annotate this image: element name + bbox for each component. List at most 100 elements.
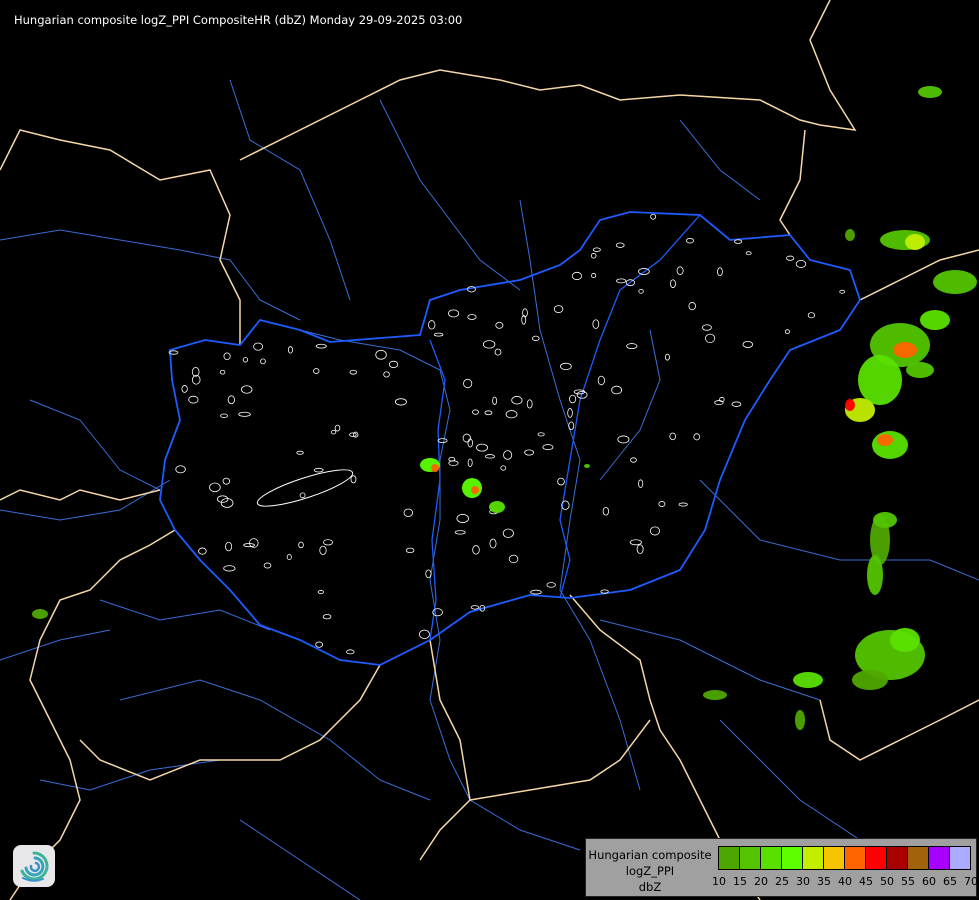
legend-color-cell: [950, 847, 970, 869]
river: [599, 329, 661, 481]
settlement-contour: [494, 348, 502, 356]
settlement-contour: [313, 368, 320, 374]
settlement-contour: [537, 432, 545, 437]
legend-color-cell: [908, 847, 929, 869]
settlement-contour: [299, 492, 306, 499]
settlement-contour: [298, 541, 304, 549]
settlement-contour: [484, 410, 493, 416]
settlement-contour: [242, 357, 249, 363]
settlement-contour: [508, 554, 519, 564]
radar-echo: [873, 512, 897, 528]
settlement-contour: [181, 385, 188, 393]
settlement-contour: [602, 506, 610, 516]
settlement-contour: [638, 479, 644, 488]
settlement-contour: [568, 421, 575, 431]
radar-echo: [893, 342, 917, 358]
country-border: [0, 129, 241, 345]
settlement-contour: [532, 335, 540, 341]
settlement-contour: [489, 538, 497, 549]
settlement-contour: [209, 482, 221, 493]
settlement-contour: [546, 582, 556, 588]
settlement-contour: [734, 239, 743, 244]
settlement-contour: [615, 242, 625, 248]
radar-echo: [867, 555, 883, 595]
settlement-contour: [476, 443, 489, 452]
river: [0, 629, 111, 661]
settlement-contour: [542, 444, 554, 451]
settlement-contour: [571, 271, 583, 280]
river: [239, 819, 361, 900]
settlement-contour: [567, 408, 573, 418]
radar-echo: [32, 609, 48, 619]
settlement-contour: [670, 279, 676, 289]
radar-echo: [905, 234, 925, 250]
settlement-contour: [219, 369, 226, 375]
settlement-contour: [191, 366, 200, 377]
settlement-contour: [467, 286, 476, 293]
settlement-contour: [286, 554, 292, 561]
settlement-contour: [600, 589, 609, 594]
settlement-contour: [658, 501, 666, 508]
radar-echo: [845, 229, 855, 241]
legend-color-cell: [803, 847, 824, 869]
legend-color-cell: [719, 847, 740, 869]
radar-echo: [431, 464, 439, 472]
country-border: [9, 529, 176, 900]
map-title: Hungarian composite logZ_PPI CompositeHR…: [14, 13, 463, 27]
settlement-contour: [241, 385, 253, 394]
settlement-contour: [676, 266, 684, 275]
legend-color-cell: [845, 847, 866, 869]
radar-echo: [906, 362, 934, 378]
country-border: [419, 639, 471, 861]
settlement-contour: [448, 460, 459, 466]
radar-echo: [845, 399, 855, 411]
settlement-contour: [243, 543, 255, 548]
settlement-contour: [353, 431, 359, 438]
settlement-contour: [317, 590, 324, 595]
color-legend: Hungarian composite logZ_PPI dbZ 10 15 20 2…: [585, 838, 978, 897]
settlement-contour: [511, 396, 523, 405]
settlement-contour: [636, 544, 644, 554]
legend-line-unit: dbZ: [638, 880, 662, 894]
legend-tick-label: 35: [817, 875, 831, 888]
settlement-contour: [717, 267, 723, 277]
country-border: [819, 699, 979, 761]
legend-label: Hungarian composite logZ_PPI dbZ: [586, 847, 714, 895]
legend-color-cell: [866, 847, 887, 869]
river: [29, 399, 161, 491]
settlement-contour: [263, 562, 272, 569]
settlement-contour: [495, 321, 504, 329]
settlement-contour: [484, 454, 496, 459]
country-border: [79, 664, 381, 781]
settlement-contour: [346, 649, 355, 655]
settlement-contour: [350, 475, 357, 484]
river: [0, 229, 301, 321]
settlement-contour: [198, 547, 207, 555]
radar-echo: [471, 486, 479, 494]
radar-echo: [933, 270, 977, 294]
settlement-contour: [479, 604, 486, 612]
settlement-contour: [168, 350, 179, 355]
settlement-contour: [693, 433, 701, 441]
legend-color-cell: [761, 847, 782, 869]
radar-echo: [852, 670, 888, 690]
tisza-river: [559, 214, 701, 599]
settlement-contour: [188, 395, 199, 404]
settlement-contour: [629, 539, 642, 546]
settlement-contour: [227, 395, 236, 405]
river: [39, 759, 221, 791]
settlement-contour: [807, 312, 815, 319]
legend-tick-label: 30: [796, 875, 810, 888]
river: [299, 329, 581, 851]
legend-color-scale: [718, 846, 971, 870]
settlement-contour: [505, 410, 518, 419]
legend-line-type: logZ_PPI: [625, 864, 675, 878]
hungary-border: [159, 211, 861, 666]
legend-tick-label: 60: [922, 875, 936, 888]
settlement-contour: [432, 608, 443, 617]
settlement-contour: [731, 401, 742, 407]
settlement-contour: [315, 641, 323, 648]
settlement-contour: [705, 333, 716, 344]
settlement-contour: [611, 385, 623, 395]
